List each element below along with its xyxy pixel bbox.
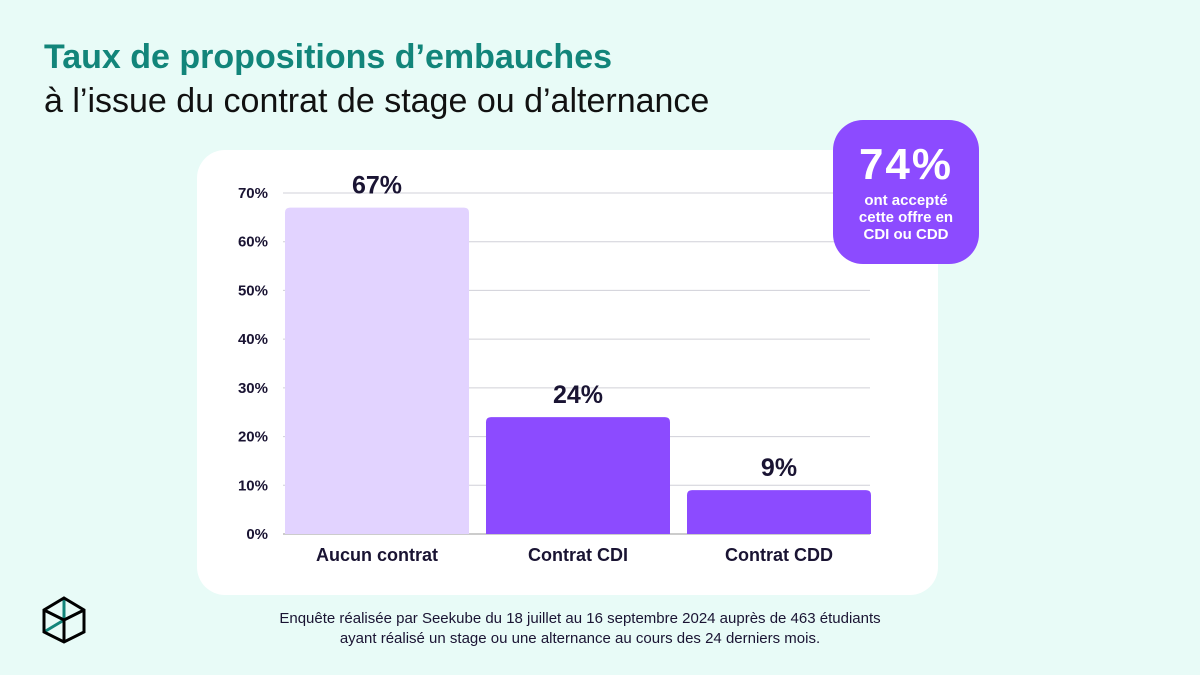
footnote: Enquête réalisée par Seekube du 18 juill… (200, 609, 960, 649)
y-tick-label: 10% (238, 477, 268, 494)
bar (687, 490, 871, 534)
bar (285, 207, 469, 534)
footnote-line: ayant réalisé un stage ou une alternance… (339, 630, 821, 647)
data-label: 24% (553, 381, 603, 409)
y-tick-label: 40% (238, 331, 268, 348)
data-label: 67% (352, 172, 402, 200)
badge-text: ont accepté cette offre en CDI ou CDD (858, 192, 954, 243)
title: Taux de propositions d’embauches (44, 38, 613, 76)
badge-value: 74% (858, 140, 954, 189)
x-tick-label: Contrat CDD (725, 545, 833, 565)
x-tick-label: Contrat CDI (528, 545, 628, 565)
data-label: 9% (761, 454, 797, 482)
y-tick-label: 50% (238, 282, 268, 299)
footnote-line: Enquête réalisée par Seekube du 18 juill… (279, 610, 881, 627)
bar (486, 417, 670, 534)
y-tick-label: 20% (238, 429, 268, 446)
subtitle: à l’issue du contrat de stage ou d’alter… (44, 82, 710, 120)
y-tick-label: 60% (238, 234, 268, 251)
y-tick-label: 0% (246, 526, 268, 543)
x-tick-label: Aucun contrat (316, 545, 438, 565)
summary-badge: 74% ont accepté cette offre en CDI ou CD… (833, 120, 979, 264)
y-tick-label: 70% (238, 185, 268, 202)
y-tick-label: 30% (238, 380, 268, 397)
logo-cube-icon (42, 596, 86, 644)
